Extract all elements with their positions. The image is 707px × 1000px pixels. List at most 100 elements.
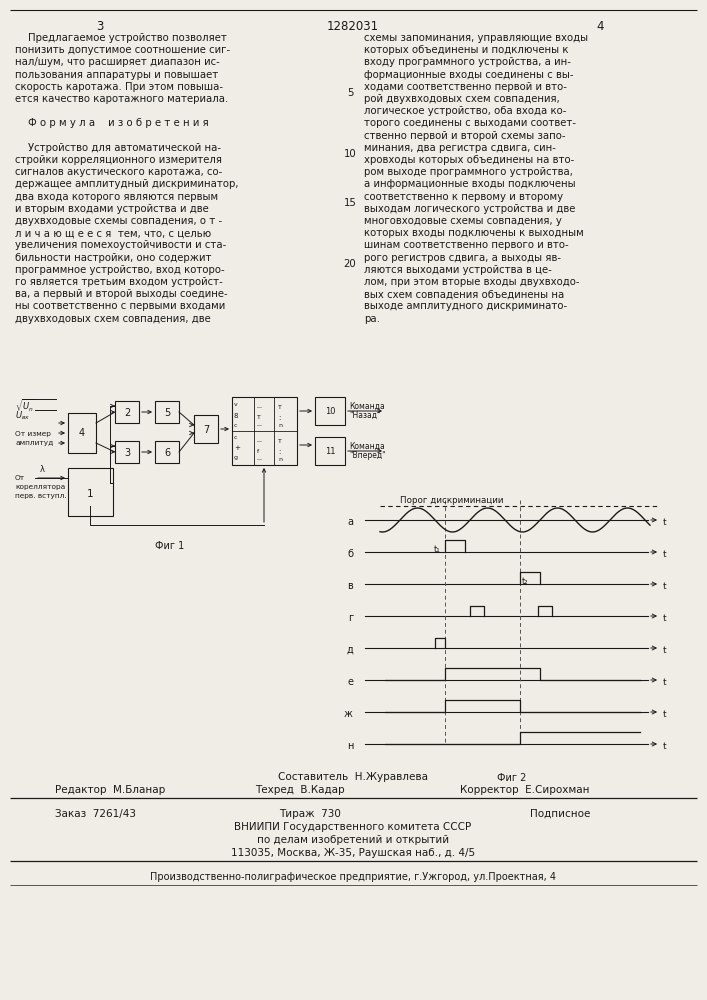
Bar: [155, 441, 179, 463]
Text: двухвходовые схемы совпадения, о т -: двухвходовые схемы совпадения, о т -: [15, 216, 222, 226]
Text: λ: λ: [40, 465, 45, 474]
Text: выходе амплитудного дискриминато-: выходе амплитудного дискриминато-: [364, 301, 567, 311]
Text: бильности настройки, оно содержит: бильности настройки, оно содержит: [15, 253, 211, 263]
Text: хровходы которых объединены на вто-: хровходы которых объединены на вто-: [364, 155, 574, 165]
Text: t: t: [663, 582, 667, 591]
Bar: [315, 397, 345, 425]
Text: c: c: [234, 435, 238, 440]
Text: 11: 11: [325, 448, 335, 456]
Text: t₁: t₁: [433, 545, 440, 554]
Text: 4: 4: [79, 428, 85, 438]
Bar: [115, 441, 139, 463]
Text: n: n: [278, 423, 282, 428]
Text: которых объединены и подключены к: которых объединены и подключены к: [364, 45, 568, 55]
Text: Производственно-полиграфическое предприятие, г.Ужгород, ул.Проектная, 4: Производственно-полиграфическое предприя…: [150, 872, 556, 882]
Text: в: в: [347, 581, 353, 591]
Text: T: T: [278, 439, 282, 444]
Text: 10: 10: [344, 149, 356, 159]
Text: понизить допустимое соотношение сиг-: понизить допустимое соотношение сиг-: [15, 45, 230, 55]
Text: c: c: [234, 423, 238, 428]
Bar: [232, 397, 297, 465]
Text: ходами соответственно первой и вто-: ходами соответственно первой и вто-: [364, 82, 567, 92]
Text: Команда: Команда: [349, 442, 385, 451]
Text: 20: 20: [344, 259, 356, 269]
Text: Предлагаемое устройство позволяет: Предлагаемое устройство позволяет: [15, 33, 227, 43]
Text: ром выходе программного устройства,: ром выходе программного устройства,: [364, 167, 573, 177]
Text: Редактор  М.Бланар: Редактор М.Бланар: [55, 785, 165, 795]
Text: торого соединены с выходами соответ-: торого соединены с выходами соответ-: [364, 118, 576, 128]
Text: 6: 6: [164, 448, 170, 458]
Text: держащее амплитудный дискриминатор,: держащее амплитудный дискриминатор,: [15, 179, 238, 189]
Text: входу программного устройства, а ин-: входу программного устройства, а ин-: [364, 57, 571, 67]
Text: логическое устройство, оба входа ко-: логическое устройство, оба входа ко-: [364, 106, 566, 116]
Text: v: v: [234, 402, 238, 407]
Text: 7: 7: [203, 425, 209, 435]
Text: Команда: Команда: [349, 402, 385, 411]
Text: увеличения помехоустойчивости и ста-: увеличения помехоустойчивости и ста-: [15, 240, 226, 250]
Text: Устройство для автоматической на-: Устройство для автоматической на-: [15, 143, 221, 153]
Text: и вторым входами устройства и две: и вторым входами устройства и две: [15, 204, 209, 214]
Text: а информационные входы подключены: а информационные входы подключены: [364, 179, 575, 189]
Text: шинам соответственно первого и вто-: шинам соответственно первого и вто-: [364, 240, 568, 250]
Text: От: От: [15, 475, 25, 481]
Bar: [315, 437, 345, 465]
Text: Корректор  Е.Сирохман: Корректор Е.Сирохман: [460, 785, 590, 795]
Text: :: :: [278, 449, 281, 455]
Text: л и ч а ю щ е е с я  тем, что, с целью: л и ч а ю щ е е с я тем, что, с целью: [15, 228, 211, 238]
Bar: [115, 401, 139, 423]
Text: сигналов акустического каротажа, со-: сигналов акустического каротажа, со-: [15, 167, 222, 177]
Text: n: n: [278, 457, 282, 462]
Text: Заказ  7261/43: Заказ 7261/43: [55, 809, 136, 819]
Text: 4: 4: [596, 20, 604, 33]
Text: "Вперед": "Вперед": [349, 451, 385, 460]
Text: амплитуд: амплитуд: [15, 440, 53, 446]
Text: 1: 1: [87, 489, 93, 499]
Text: ется качество каротажного материала.: ется качество каротажного материала.: [15, 94, 228, 104]
Text: f: f: [257, 449, 259, 454]
Text: которых входы подключены к выходным: которых входы подключены к выходным: [364, 228, 584, 238]
Text: 10: 10: [325, 408, 335, 416]
Text: 3: 3: [124, 448, 130, 458]
Text: t: t: [663, 678, 667, 687]
Text: ра.: ра.: [364, 314, 380, 324]
Text: От измер: От измер: [15, 431, 51, 437]
Text: :: :: [278, 415, 281, 421]
Text: н: н: [346, 741, 353, 751]
Text: стройки корреляционного измерителя: стройки корреляционного измерителя: [15, 155, 222, 165]
Text: $\sqrt{U_n}$: $\sqrt{U_n}$: [15, 398, 35, 414]
Text: рого регистров сдвига, а выходы яв-: рого регистров сдвига, а выходы яв-: [364, 253, 561, 263]
Text: ВНИИПИ Государственного комитета СССР: ВНИИПИ Государственного комитета СССР: [235, 822, 472, 832]
Text: Составитель  Н.Журавлева: Составитель Н.Журавлева: [278, 772, 428, 782]
Text: Порог дискриминации: Порог дискриминации: [400, 496, 503, 505]
Text: соответственно к первому и второму: соответственно к первому и второму: [364, 192, 563, 202]
Text: $U_{вх}$: $U_{вх}$: [15, 409, 30, 422]
Text: T: T: [257, 415, 261, 420]
Text: t: t: [663, 550, 667, 559]
Text: Ф о р м у л а    и з о б р е т е н и я: Ф о р м у л а и з о б р е т е н и я: [15, 118, 209, 128]
Text: го является третьим входом устройст-: го является третьим входом устройст-: [15, 277, 223, 287]
Text: ва, а первый и второй выходы соедине-: ва, а первый и второй выходы соедине-: [15, 289, 228, 299]
Text: пользования аппаратуры и повышает: пользования аппаратуры и повышает: [15, 70, 218, 80]
Text: T: T: [278, 405, 282, 410]
Text: два входа которого являются первым: два входа которого являются первым: [15, 192, 218, 202]
Bar: [68, 413, 96, 453]
Text: ---: ---: [257, 405, 263, 410]
Text: t: t: [663, 742, 667, 751]
Text: ж: ж: [344, 709, 353, 719]
Text: "Назад": "Назад": [349, 411, 380, 420]
Text: скорость каротажа. При этом повыша-: скорость каротажа. При этом повыша-: [15, 82, 223, 92]
Text: Техред  В.Кадар: Техред В.Кадар: [255, 785, 345, 795]
Text: двухвходовых схем совпадения, две: двухвходовых схем совпадения, две: [15, 314, 211, 324]
Text: 113035, Москва, Ж-35, Раушская наб., д. 4/5: 113035, Москва, Ж-35, Раушская наб., д. …: [231, 848, 475, 858]
Text: Подписное: Подписное: [530, 809, 590, 819]
Text: ственно первой и второй схемы запо-: ственно первой и второй схемы запо-: [364, 131, 566, 141]
Text: t: t: [663, 646, 667, 655]
Text: лом, при этом вторые входы двухвходо-: лом, при этом вторые входы двухвходо-: [364, 277, 580, 287]
Text: +: +: [234, 445, 240, 451]
Text: t₂: t₂: [522, 577, 529, 586]
Bar: [155, 401, 179, 423]
Text: 5: 5: [164, 408, 170, 418]
Text: 8: 8: [234, 413, 238, 419]
Text: ---: ---: [257, 423, 263, 428]
Text: 2: 2: [124, 408, 130, 418]
